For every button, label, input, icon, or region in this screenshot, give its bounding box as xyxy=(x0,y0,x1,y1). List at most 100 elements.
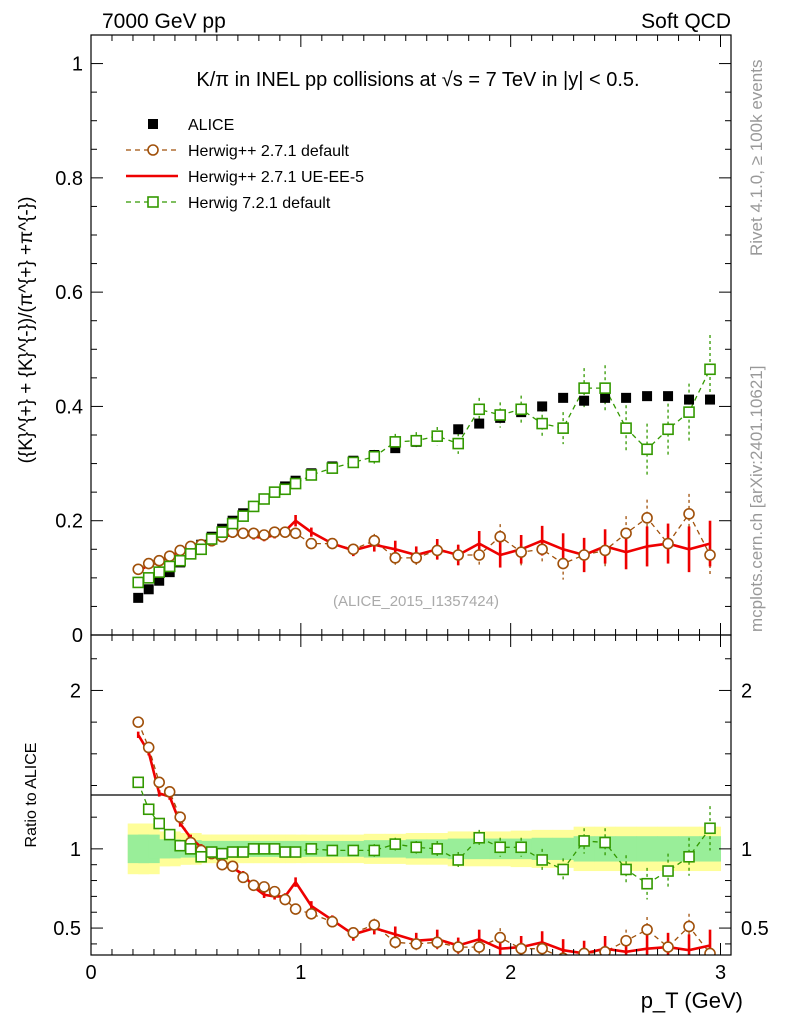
ratio-y-tick-label-right: 1 xyxy=(741,839,752,861)
x-tick-label: 2 xyxy=(505,962,516,984)
herwig721-point xyxy=(452,437,465,450)
herwig721-point xyxy=(174,554,186,567)
plot-title: K/π in INEL pp collisions at √s = 7 TeV … xyxy=(196,69,639,91)
herwig721-point xyxy=(216,526,228,538)
ratio-band-1sigma xyxy=(552,837,575,860)
ratio-herwig721-point xyxy=(237,846,249,858)
herwig271-default-point xyxy=(279,526,291,538)
main-y-axis-label: ({K}^{+} + {K}^{-})/(π^{+} +π^{-}) xyxy=(16,197,37,464)
alice-data-point xyxy=(537,401,548,412)
ratio-herwig271-default-point xyxy=(494,931,506,944)
herwig271-default-point xyxy=(153,554,165,567)
ratio-herwig271-default-point xyxy=(536,942,548,955)
herwig721-point xyxy=(142,572,155,584)
ratio-herwig271-default-point xyxy=(163,786,176,798)
alice-data-point xyxy=(600,392,611,403)
ratio-herwig271-default-point xyxy=(174,811,186,823)
herwig721-point xyxy=(557,422,569,434)
herwig721-point xyxy=(431,430,444,442)
ratio-herwig721-point xyxy=(557,863,569,876)
ratio-herwig721-point xyxy=(683,850,695,863)
y-tick-label: 1 xyxy=(72,54,83,76)
ratio-herwig271-default-point xyxy=(279,893,291,906)
legend-label: Herwig++ 2.7.1 UE-EE-5 xyxy=(188,169,364,186)
x-tick-label: 1 xyxy=(295,962,306,984)
ratio-herwig271-default-point xyxy=(268,885,281,898)
ratio-herwig271-default-point xyxy=(704,947,716,955)
herwig271-default-point xyxy=(347,543,360,556)
alice-data-point xyxy=(133,592,144,603)
herwig271-default-point xyxy=(258,529,270,541)
herwig721-point xyxy=(247,500,260,513)
ratio-herwig721-point xyxy=(410,841,423,854)
herwig721-point xyxy=(226,517,239,530)
herwig271-default-point xyxy=(683,508,695,520)
x-tick-label: 3 xyxy=(715,962,726,984)
herwig271-default-point xyxy=(578,549,590,561)
herwig721-point xyxy=(279,483,291,496)
ratio-herwig721-point xyxy=(226,846,239,858)
ratio-herwig271-default-point xyxy=(683,920,695,933)
herwig721-point xyxy=(620,422,632,434)
ratio-herwig721-point xyxy=(142,803,155,816)
y-tick-label: 0 xyxy=(72,625,83,647)
herwig271-default-point xyxy=(536,543,548,556)
ratio-herwig271-default-point xyxy=(473,941,485,953)
herwig721-point xyxy=(389,436,402,448)
ratio-herwig721-point xyxy=(326,844,339,857)
herwig721-point xyxy=(237,510,249,522)
ratio-herwig721-point xyxy=(578,835,590,847)
herwig721-point xyxy=(515,403,527,416)
ratio-herwig721-point xyxy=(247,843,260,855)
ratio-herwig271-default-point xyxy=(258,881,270,893)
ratio-herwig271-default-point xyxy=(132,716,145,728)
ratio-herwig271-default-point xyxy=(153,776,165,789)
ratio-herwig271-default-point xyxy=(599,946,611,955)
herwig721-point xyxy=(662,423,674,436)
ratio-y-tick-label: 1 xyxy=(70,839,81,861)
ratio-herwig271-default-point xyxy=(641,923,653,936)
herwig271-default-point xyxy=(389,552,402,564)
herwig721-point xyxy=(305,469,318,481)
ratio-herwig721-point xyxy=(258,843,270,855)
ratio-herwig271-default-point xyxy=(515,942,527,955)
header-left-label: 7000 GeV pp xyxy=(102,10,226,33)
ratio-herwig721-point xyxy=(205,846,218,858)
ratio-y-tick-label-right: 2 xyxy=(741,680,752,702)
legend-marker-herwig721 xyxy=(147,196,159,208)
ratio-herwig721-point xyxy=(452,854,465,866)
mcplots-label: mcplots.cern.ch [arXiv:2401.10621] xyxy=(747,366,766,632)
ratio-herwig271-default-point xyxy=(578,947,590,955)
ratio-herwig721-point xyxy=(641,877,653,890)
x-axis-label: p_T (GeV) xyxy=(641,988,743,1013)
y-tick-label: 0.6 xyxy=(55,282,83,304)
x-tick-label: 0 xyxy=(85,962,96,984)
herwig271-default-point xyxy=(237,527,249,540)
ratio-herwig721-point xyxy=(368,844,381,857)
herwig271-default-point xyxy=(142,557,155,570)
alice-data-point xyxy=(621,392,632,403)
herwig271-default-point xyxy=(268,526,281,538)
ratio-y-tick-label: 2 xyxy=(70,680,81,702)
legend-label: Herwig 7.2.1 default xyxy=(188,195,331,212)
alice-data-point xyxy=(143,584,154,595)
herwig721-point xyxy=(494,409,506,421)
alice-data-point xyxy=(390,443,401,454)
y-tick-label: 0.8 xyxy=(55,168,83,190)
herwig271-default-point xyxy=(473,549,485,561)
rivet-version-label: Rivet 4.1.0, ≥ 100k events xyxy=(747,60,766,256)
alice-data-point xyxy=(705,394,716,405)
herwig721-point xyxy=(258,493,270,505)
herwig721-point xyxy=(163,560,176,573)
ratio-herwig721-point xyxy=(174,839,186,852)
herwig271-default-point xyxy=(704,549,716,561)
analysis-watermark: (ALICE_2015_I1357424) xyxy=(333,593,499,610)
alice-data-point xyxy=(579,395,590,406)
ratio-herwig721-point xyxy=(431,843,444,855)
ratio-herwig721-point xyxy=(599,836,611,849)
legend: ALICE Herwig++ 2.7.1 default Herwig++ 2.7.… xyxy=(126,117,364,212)
ratio-herwig721-point xyxy=(289,846,302,858)
alice-data-point xyxy=(558,392,569,403)
herwig271-default-point xyxy=(620,527,632,540)
herwig721-point xyxy=(205,533,218,545)
